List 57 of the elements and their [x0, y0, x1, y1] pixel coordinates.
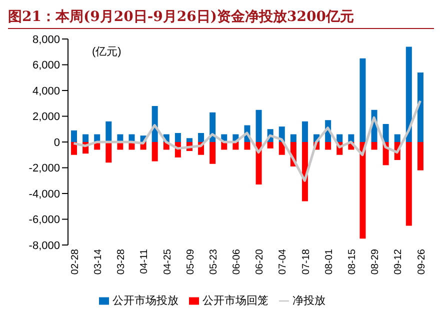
bar [152, 142, 158, 162]
bar [417, 72, 424, 142]
bar [198, 132, 204, 142]
x-tick-label: 03-14 [92, 248, 104, 275]
bar [360, 58, 366, 142]
y-tick-label: 8,000 [32, 34, 60, 46]
bar [244, 142, 250, 150]
bar [82, 134, 89, 142]
bar [267, 142, 274, 148]
x-tick-label: 09-12 [393, 248, 404, 275]
line-series [72, 100, 422, 182]
x-tick-label: 09-26 [416, 248, 428, 275]
y-axis-title: (亿元) [92, 45, 122, 59]
bar [210, 142, 216, 164]
y-tick-label: 4,000 [32, 85, 60, 98]
bar [256, 110, 262, 142]
bar [382, 124, 389, 142]
x-tick-label: 02-28 [70, 248, 81, 275]
y-tick-label: 0 [54, 136, 60, 149]
x-tick-label: 06-20 [254, 248, 266, 275]
bar [174, 132, 181, 142]
bar [360, 142, 366, 239]
bar [186, 138, 192, 142]
x-tick-label: 04-25 [162, 248, 174, 275]
bar [106, 121, 112, 142]
y-tick-label: -6,000 [28, 214, 60, 226]
bar [394, 134, 400, 142]
legend-label: 公开市场投放 [112, 295, 178, 307]
bar [406, 142, 412, 226]
x-tick-label: 07-18 [300, 248, 312, 275]
bar [417, 142, 424, 170]
x-tick-label: 07-04 [278, 248, 289, 275]
x-tick-label: 08-01 [324, 248, 335, 275]
x-tick-label: 04-11 [139, 248, 150, 274]
bar [71, 130, 77, 142]
bar [348, 134, 354, 142]
x-tick-label: 03-28 [116, 248, 128, 275]
legend-label: 净投放 [292, 295, 326, 307]
bar [106, 142, 112, 163]
y-tick-label: -2,000 [28, 162, 60, 175]
x-tick-label: 08-15 [347, 248, 358, 275]
chart-title: 图21：本周(9月20日-9月26日)资金净投放3200亿元 [8, 8, 434, 29]
x-tick-label: 06-06 [232, 248, 243, 275]
y-tick-label: 6,000 [32, 60, 60, 72]
y-tick-label: -4,000 [28, 188, 60, 200]
bar [290, 134, 296, 142]
bar [325, 142, 332, 150]
y-tick-label: -8,000 [28, 240, 60, 252]
bar [371, 142, 378, 150]
x-tick-label: 05-23 [208, 248, 220, 275]
x-tick-label: 05-09 [185, 248, 196, 275]
legend-label: 公开市场回笼 [202, 295, 268, 307]
x-tick-label: 08-29 [370, 248, 382, 275]
bar [336, 134, 343, 142]
y-tick-label: 2,000 [32, 111, 60, 124]
bar [302, 121, 308, 142]
bar [406, 46, 412, 142]
